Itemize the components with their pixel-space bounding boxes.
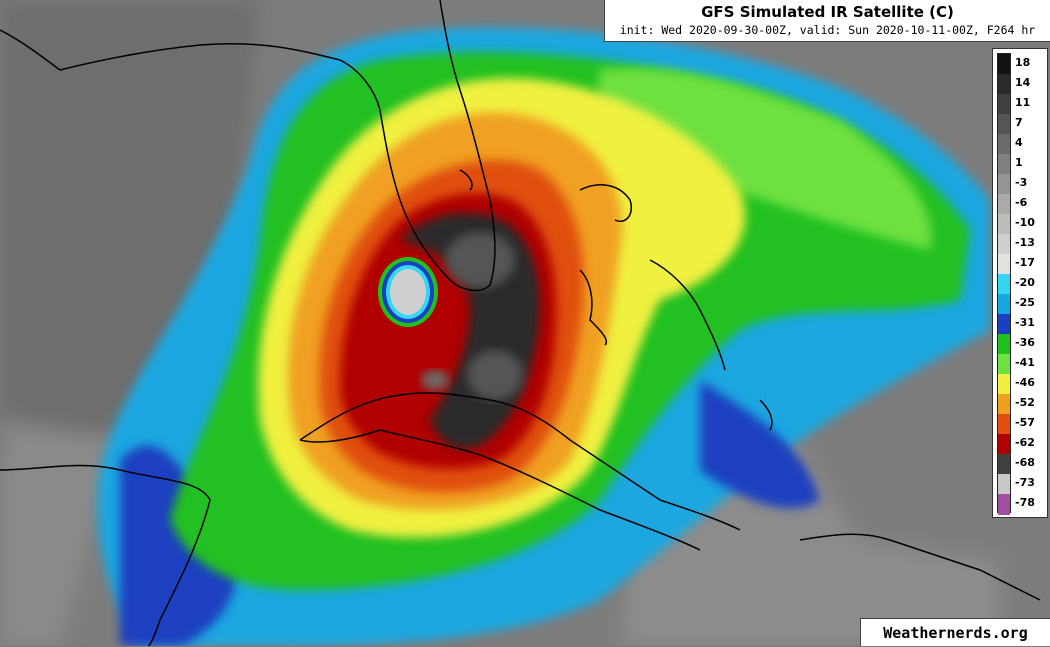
hispaniola-coast [799, 533, 1041, 601]
map-title: GFS Simulated IR Satellite (C) [701, 3, 954, 21]
colorbar-label: -68 [1015, 456, 1035, 469]
yucatan-coast [0, 464, 211, 646]
colorbar-segment [998, 434, 1010, 455]
colorbar-segment [998, 54, 1010, 75]
gray-cloud-southwest [0, 420, 120, 646]
colorbar-segment [998, 274, 1010, 295]
colorbar-segment [998, 494, 1010, 515]
hurricane-eye [390, 269, 426, 315]
colorbar-segment [998, 194, 1010, 215]
cloud-band-dark-blue-sw [120, 445, 237, 646]
colorbar-label: 18 [1015, 56, 1031, 69]
colorbar-segment [998, 154, 1010, 175]
colorbar-label: -25 [1015, 296, 1035, 309]
colorbar-segment [998, 374, 1010, 395]
colorbar-label: -10 [1015, 216, 1035, 229]
colorbar-segment [998, 474, 1010, 495]
lake-okeechobee [459, 169, 473, 191]
colorbar-segment [998, 134, 1010, 155]
colorbar-segment [998, 74, 1010, 95]
colorbar-segment [998, 354, 1010, 375]
cuba-south-coast [299, 429, 701, 551]
colorbar-label: -41 [1015, 356, 1035, 369]
bahamas-north [579, 184, 632, 222]
colorbar-label: -17 [1015, 256, 1035, 269]
colorbar-label: 1 [1015, 156, 1023, 169]
colorbar-label: -78 [1015, 496, 1035, 509]
colorbar-segment [998, 94, 1010, 115]
coldest-tops-west [421, 370, 449, 390]
credit-label: Weathernerds.org [860, 618, 1050, 646]
colorbar-label: -20 [1015, 276, 1035, 289]
colorbar-label: -31 [1015, 316, 1035, 329]
colorbar-segment [998, 234, 1010, 255]
colorbar-segment [998, 334, 1010, 355]
colorbar-segment [998, 414, 1010, 435]
colorbar-label: -13 [1015, 236, 1035, 249]
coldest-tops-south [467, 350, 523, 400]
colorbar-label: -46 [1015, 376, 1035, 389]
coldest-tops-north [445, 232, 515, 288]
colorbar-label: -36 [1015, 336, 1035, 349]
title-box: GFS Simulated IR Satellite (C) init: Wed… [604, 0, 1050, 42]
map-subtitle: init: Wed 2020-09-30-00Z, valid: Sun 202… [619, 23, 1036, 37]
gulf-coast-west [0, 29, 61, 71]
turks-caicos [759, 399, 773, 431]
colorbar-segment [998, 214, 1010, 235]
colorbar-segment [998, 394, 1010, 415]
bahamas-chain [649, 259, 726, 371]
colorbar-segment [998, 114, 1010, 135]
florida-gulf-coast [59, 0, 496, 292]
colorbar-segment [998, 254, 1010, 275]
cloud-band-light-green [598, 68, 932, 250]
colorbar-label: -57 [1015, 416, 1035, 429]
colorbar-legend: 18 14 11 7 4 1 -3 -6 -10 -13 -17 -20 -25 -31 -36 -41 -46… [992, 48, 1048, 518]
colorbar-label: -62 [1015, 436, 1035, 449]
colorbar-segment [998, 294, 1010, 315]
cloud-band-dark-blue-e [700, 380, 820, 509]
colorbar-label: -52 [1015, 396, 1035, 409]
colorbar-label: -6 [1015, 196, 1028, 209]
colorbar-label: 7 [1015, 116, 1023, 129]
colorbar-segment [998, 314, 1010, 335]
colorbar-label: 4 [1015, 136, 1023, 149]
colorbar-strip [997, 53, 1011, 515]
colorbar-segment [998, 454, 1010, 475]
cuba-north-coast [299, 392, 741, 531]
colorbar-label: 14 [1015, 76, 1031, 89]
colorbar-segment [998, 174, 1010, 195]
bahamas-andros [579, 269, 607, 346]
colorbar-label: -3 [1015, 176, 1028, 189]
colorbar-label: -73 [1015, 476, 1035, 489]
colorbar-label: 11 [1015, 96, 1031, 109]
